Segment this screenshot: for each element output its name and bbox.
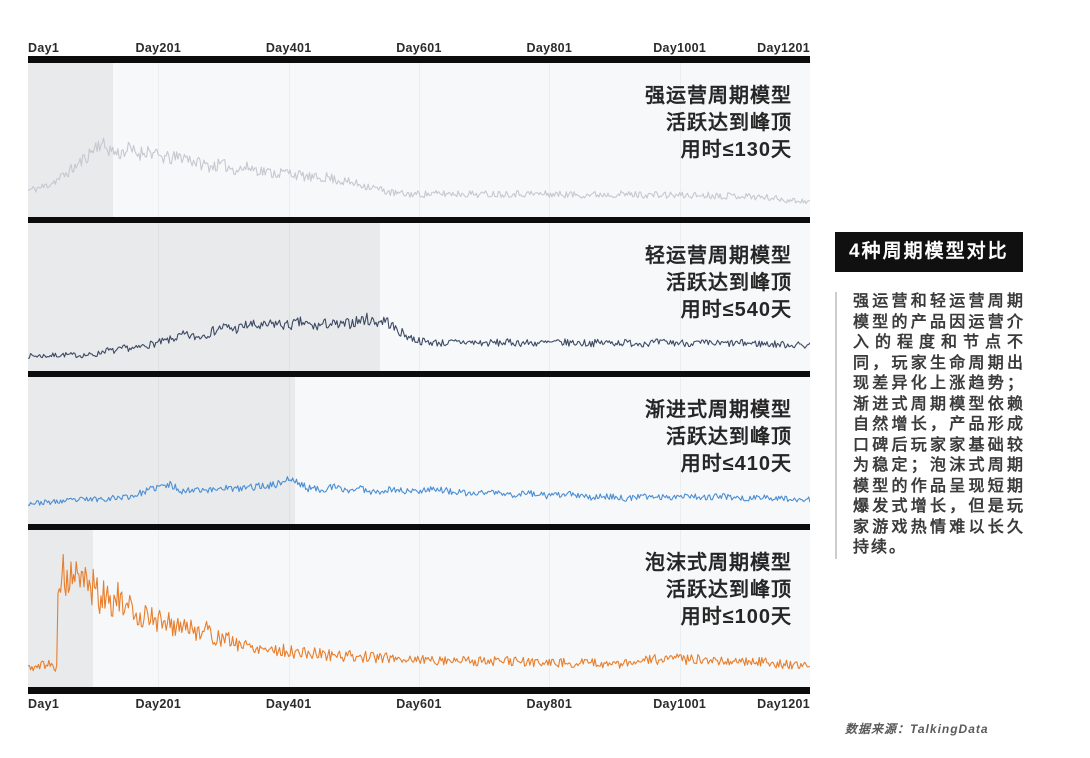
panel-progressive: 渐进式周期模型 活跃达到峰顶 用时≤410天 — [28, 377, 810, 524]
gridline — [679, 223, 681, 371]
panel-separator — [28, 524, 810, 530]
panel-separator — [28, 217, 810, 223]
x-tick-label: Day1201 — [757, 41, 810, 55]
gridline — [158, 63, 160, 217]
gridline — [288, 377, 290, 524]
sidebar-title-badge: 4种周期模型对比 — [835, 232, 1023, 272]
x-tick-label: Day1201 — [757, 697, 810, 711]
peak-period-band — [28, 63, 113, 217]
panel-annotation: 泡沫式周期模型 活跃达到峰顶 用时≤100天 — [645, 550, 792, 631]
x-tick-label: Day1 — [28, 41, 60, 55]
gridline — [419, 63, 420, 217]
activity-line-strong-operation — [28, 137, 810, 205]
gridline — [288, 223, 290, 371]
gridline — [158, 223, 160, 371]
gridline — [419, 223, 420, 371]
gridline — [288, 63, 290, 217]
model-name: 泡沫式周期模型 — [645, 552, 792, 574]
peak-period-band — [28, 530, 94, 687]
x-tick-label: Day601 — [396, 697, 442, 711]
model-name: 强运营周期模型 — [645, 85, 792, 107]
data-source: 数据来源：TalkingData — [845, 722, 989, 736]
x-tick-label: Day1001 — [653, 697, 707, 711]
gridline — [679, 530, 681, 687]
x-tick-label: Day801 — [526, 697, 573, 711]
annotation-line: 活跃达到峰顶 — [666, 272, 792, 294]
activity-line-light-operation — [28, 312, 810, 359]
panel-separator — [28, 371, 810, 377]
model-name: 渐进式周期模型 — [645, 399, 792, 421]
annotation-line: 用时≤130天 — [680, 139, 792, 161]
x-tick-label: Day1 — [28, 697, 60, 711]
gridline — [158, 530, 160, 687]
annotation-line: 活跃达到峰顶 — [666, 426, 792, 448]
annotation-line: 活跃达到峰顶 — [666, 579, 792, 601]
gridline — [549, 223, 551, 371]
gridline — [419, 377, 420, 524]
panel-annotation: 强运营周期模型 活跃达到峰顶 用时≤130天 — [645, 83, 792, 164]
gridline — [419, 530, 420, 687]
x-axis-bottom: Day1 Day201 Day401 Day601 Day801 Day1001 Day12… — [28, 694, 810, 714]
gridline — [158, 377, 160, 524]
peak-period-band — [28, 223, 380, 371]
gridline — [679, 63, 681, 217]
activity-line-progressive — [28, 476, 810, 506]
x-tick-label: Day201 — [135, 41, 182, 55]
gridline — [549, 530, 551, 687]
legend-sidebar: 4种周期模型对比 强运营和轻运营周期模型的产品因运营介入的程度和节点不同，玩家生… — [835, 232, 1050, 559]
annotation-line: 活跃达到峰顶 — [666, 112, 792, 134]
annotation-line: 用时≤100天 — [680, 606, 792, 628]
axis-bar-bottom — [28, 687, 810, 694]
x-tick-label: Day401 — [265, 697, 312, 711]
model-name: 轻运营周期模型 — [645, 245, 792, 267]
x-tick-label: Day601 — [396, 41, 442, 55]
gridline — [288, 530, 290, 687]
panel-annotation: 轻运营周期模型 活跃达到峰顶 用时≤540天 — [645, 243, 792, 324]
axis-bar-top — [28, 56, 810, 63]
annotation-line: 用时≤410天 — [680, 453, 792, 475]
x-tick-label: Day201 — [135, 697, 182, 711]
gridline — [549, 63, 551, 217]
sidebar-description: 强运营和轻运营周期模型的产品因运营介入的程度和节点不同，玩家生命周期出现差异化上… — [835, 292, 1025, 559]
panel-strong-operation: 强运营周期模型 活跃达到峰顶 用时≤130天 — [28, 63, 810, 217]
x-axis-top: Day1 Day201 Day401 Day601 Day801 Day1001 Day12… — [28, 38, 810, 56]
chart-area: Day1 Day201 Day401 Day601 Day801 Day1001 Day12… — [28, 38, 810, 714]
panel-bubble: 泡沫式周期模型 活跃达到峰顶 用时≤100天 — [28, 530, 810, 687]
activity-line-bubble — [28, 553, 810, 672]
annotation-line: 用时≤540天 — [680, 299, 792, 321]
x-tick-label: Day401 — [265, 41, 312, 55]
x-tick-label: Day1001 — [653, 41, 707, 55]
panel-annotation: 渐进式周期模型 活跃达到峰顶 用时≤410天 — [645, 397, 792, 478]
gridline — [549, 377, 551, 524]
x-tick-label: Day801 — [526, 41, 573, 55]
gridline — [679, 377, 681, 524]
panel-light-operation: 轻运营周期模型 活跃达到峰顶 用时≤540天 — [28, 223, 810, 371]
